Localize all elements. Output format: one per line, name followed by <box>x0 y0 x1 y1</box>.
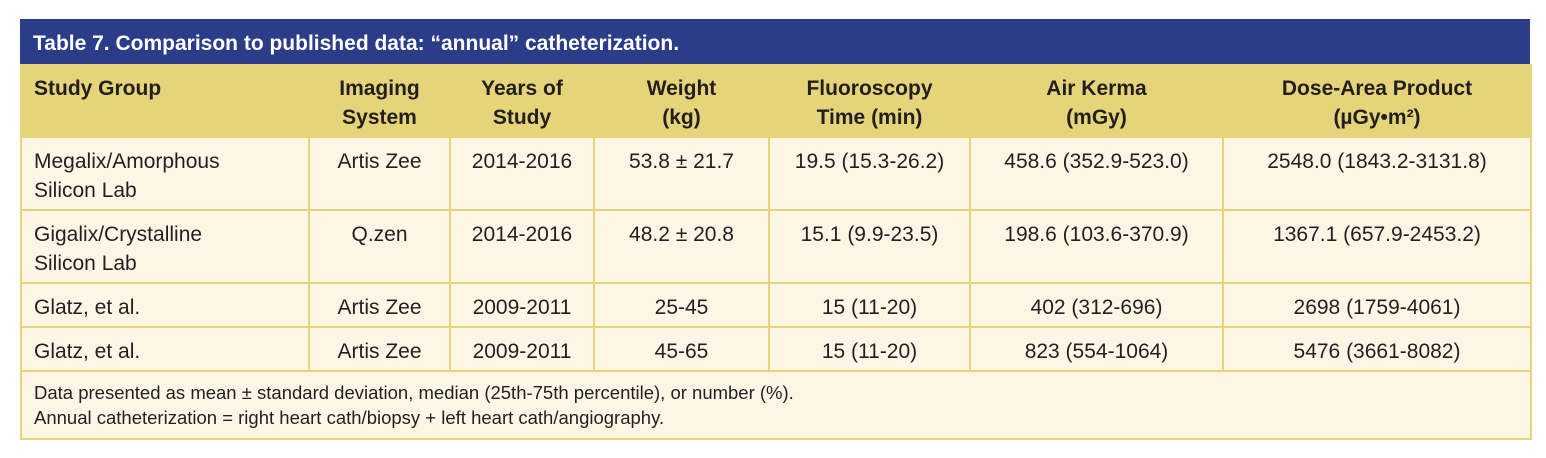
header-label: Time (min) <box>816 106 923 129</box>
cell-fluoroscopy: 15 (11-20) <box>768 326 971 372</box>
header-label: Weight <box>646 77 717 100</box>
header-dap: Dose-Area Product (µGy•m²) <box>1222 64 1532 138</box>
cell-air-kerma: 198.6 (103.6-370.9) <box>969 209 1224 284</box>
table-row: Glatz, et al. Artis Zee 2009-2011 45-65 … <box>20 326 1532 372</box>
table-row: Glatz, et al. Artis Zee 2009-2011 25-45 … <box>20 282 1532 328</box>
header-label: (kg) <box>662 106 701 129</box>
header-row: Study Group Imaging System Years of Study … <box>20 64 1532 138</box>
cell-years: 2014-2016 <box>449 209 595 284</box>
header-study-group: Study Group <box>20 64 310 138</box>
header-label: System <box>342 106 417 129</box>
cell-imaging: Artis Zee <box>308 136 451 211</box>
cell-years: 2009-2011 <box>449 282 595 328</box>
header-label: Study <box>492 106 552 129</box>
header-label: (µGy•m²) <box>1333 106 1421 129</box>
header-years: Years of Study <box>449 64 595 138</box>
footnote: Data presented as mean ± standard deviat… <box>34 382 794 403</box>
header-fluoroscopy: Fluoroscopy Time (min) <box>768 64 971 138</box>
table-title: Table 7. Comparison to published data: “… <box>20 19 1530 64</box>
cell-weight: 25-45 <box>593 282 770 328</box>
header-air-kerma: Air Kerma (mGy) <box>969 64 1224 138</box>
cell-imaging: Artis Zee <box>308 282 451 328</box>
cell-dap: 5476 (3661-8082) <box>1222 326 1532 372</box>
header-label: Fluoroscopy <box>806 77 933 100</box>
cell-fluoroscopy: 19.5 (15.3-26.2) <box>768 136 971 211</box>
cell-fluoroscopy: 15 (11-20) <box>768 282 971 328</box>
cell-air-kerma: 402 (312-696) <box>969 282 1224 328</box>
cell-text: Megalix/Amorphous <box>34 150 220 173</box>
cell-study-group: Gigalix/Crystalline Silicon Lab <box>20 209 310 284</box>
header-label: Air Kerma <box>1046 77 1147 100</box>
cell-years: 2014-2016 <box>449 136 595 211</box>
cell-weight: 48.2 ± 20.8 <box>593 209 770 284</box>
cell-air-kerma: 458.6 (352.9-523.0) <box>969 136 1224 211</box>
header-label: Dose-Area Product <box>1281 77 1473 100</box>
cell-imaging: Q.zen <box>308 209 451 284</box>
header-imaging-system: Imaging System <box>308 64 451 138</box>
cell-weight: 53.8 ± 21.7 <box>593 136 770 211</box>
cell-weight: 45-65 <box>593 326 770 372</box>
cell-dap: 1367.1 (657.9-2453.2) <box>1222 209 1532 284</box>
cell-fluoroscopy: 15.1 (9.9-23.5) <box>768 209 971 284</box>
cell-dap: 2698 (1759-4061) <box>1222 282 1532 328</box>
header-label: (mGy) <box>1066 106 1127 129</box>
cell-text: Gigalix/Crystalline <box>34 223 203 246</box>
footnotes: Data presented as mean ± standard deviat… <box>20 370 1532 440</box>
footnote-row: Data presented as mean ± standard deviat… <box>20 370 1532 440</box>
cell-study-group: Glatz, et al. <box>20 326 310 372</box>
cell-study-group: Megalix/Amorphous Silicon Lab <box>20 136 310 211</box>
header-label: Study Group <box>34 77 162 100</box>
header-label: Imaging <box>339 77 420 100</box>
header-label: Years of <box>481 77 563 100</box>
table-row: Megalix/Amorphous Silicon Lab Artis Zee 2… <box>20 136 1532 211</box>
footnote: Annual catheterization = right heart cat… <box>34 407 665 428</box>
header-weight: Weight (kg) <box>593 64 770 138</box>
comparison-table: Study Group Imaging System Years of Study … <box>20 64 1532 440</box>
cell-dap: 2548.0 (1843.2-3131.8) <box>1222 136 1532 211</box>
cell-text: Silicon Lab <box>34 252 137 275</box>
table-row: Gigalix/Crystalline Silicon Lab Q.zen 201… <box>20 209 1532 284</box>
cell-air-kerma: 823 (554-1064) <box>969 326 1224 372</box>
cell-study-group: Glatz, et al. <box>20 282 310 328</box>
cell-imaging: Artis Zee <box>308 326 451 372</box>
table-container: Table 7. Comparison to published data: “… <box>20 19 1532 440</box>
cell-text: Silicon Lab <box>34 179 137 202</box>
cell-years: 2009-2011 <box>449 326 595 372</box>
